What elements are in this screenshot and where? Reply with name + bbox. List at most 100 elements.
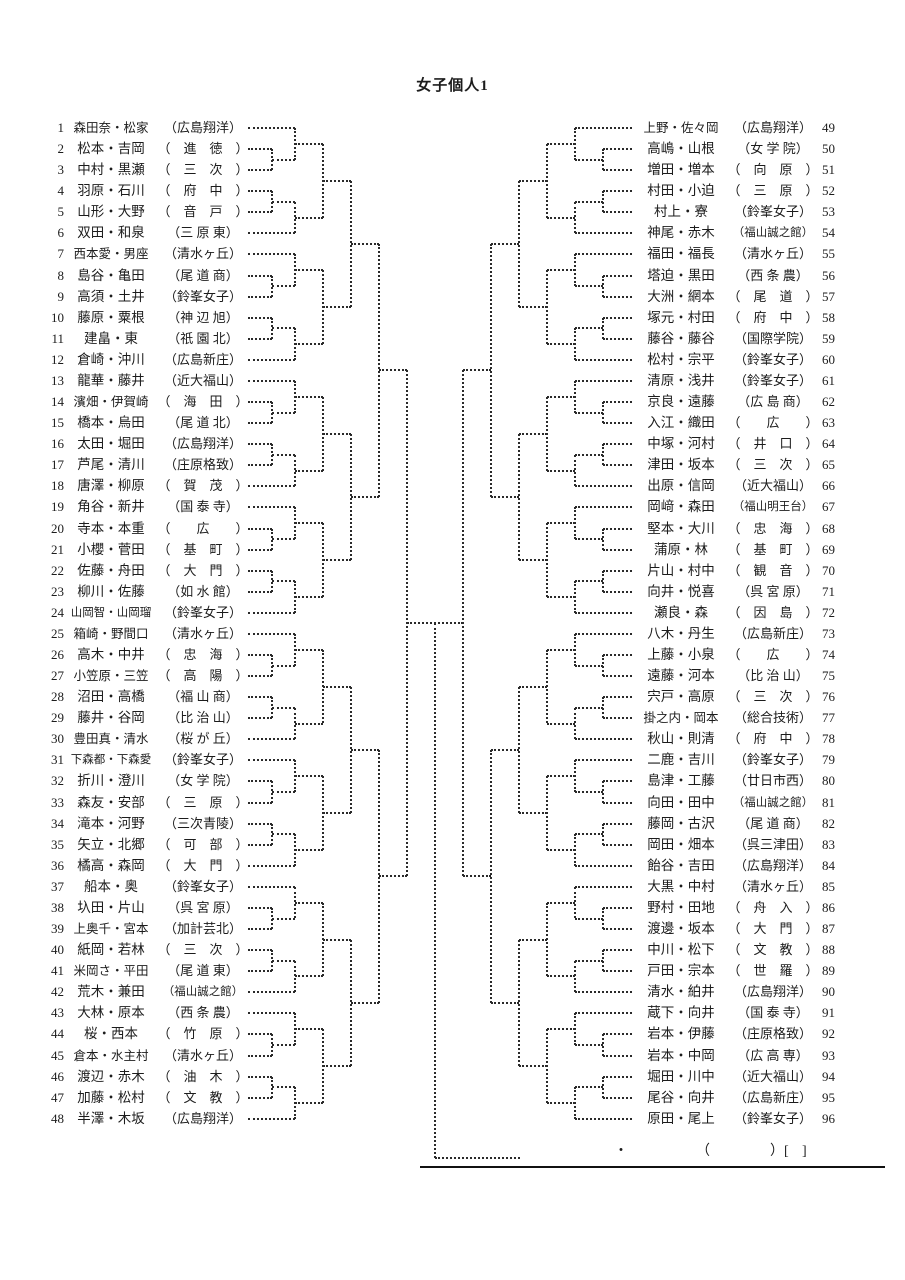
round1-winner-line [272, 1086, 295, 1089]
entry-school: （鈴峯女子） [733, 351, 812, 367]
entry-names: 神尾・赤木 [647, 225, 715, 241]
entry-names: 岡田・畑本 [647, 836, 715, 852]
round1-winner-line [575, 327, 603, 330]
entry-names: 原田・尾上 [647, 1110, 715, 1126]
entry-line [248, 970, 272, 973]
round1-winner-line [272, 706, 295, 709]
entry-number: 3 [57, 162, 65, 178]
entry-school: （桜 が 丘） [167, 731, 239, 747]
entry-school: （鈴峯女子） [733, 204, 812, 220]
entry-number: 24 [51, 604, 64, 620]
entry-number: 96 [822, 1110, 835, 1126]
round1-connector [602, 823, 604, 845]
round4-winner-line [491, 748, 519, 751]
entry-number: 80 [822, 773, 835, 789]
round2-winner-line [295, 775, 323, 778]
entry-number: 60 [822, 351, 835, 367]
entry-number: 29 [51, 710, 64, 726]
entry-school: （広島翔洋） [733, 984, 812, 1000]
entry-number: 93 [822, 1047, 835, 1063]
round1-winner-line [272, 411, 295, 414]
round3-connector [546, 523, 548, 598]
entry-names: 遠藤・河本 [647, 668, 715, 684]
round3-connector [546, 902, 548, 977]
round2-winner-line [547, 1028, 575, 1031]
entry-school: （国 泰 寺） [167, 499, 239, 515]
entry-school: （近大福山） [733, 478, 812, 494]
entry-line [248, 443, 272, 446]
entry-line [603, 801, 632, 804]
round2-winner-line [295, 722, 323, 725]
entry-school: （ 府 中 ） [727, 309, 819, 325]
round4-connector [518, 180, 520, 308]
entry-school: （広島新庄） [163, 351, 242, 367]
round1-winner-line [272, 791, 295, 794]
round1-winner-line [272, 580, 295, 583]
entry-school: （如 水 館） [167, 583, 239, 599]
entry-line [248, 949, 272, 952]
entry-school: （ 大 門 ） [157, 857, 249, 873]
entry-line [603, 675, 632, 678]
entry-line [575, 506, 632, 509]
round5-connector [490, 749, 492, 1003]
round3-winner-line [519, 685, 547, 688]
entry-number: 66 [822, 478, 835, 494]
entry-names: 下森都・下森愛 [70, 754, 152, 767]
entry-line [575, 632, 632, 635]
entry-school: （ 竹 原 ） [157, 1026, 249, 1042]
entry-number: 89 [822, 963, 835, 979]
entry-number: 63 [822, 415, 835, 431]
entry-names: 佐藤・舟田 [77, 562, 145, 578]
entry-number: 53 [822, 204, 835, 220]
entry-number: 92 [822, 1026, 835, 1042]
entry-school: （鈴峯女子） [733, 1110, 812, 1126]
round3-winner-line [323, 432, 351, 435]
entry-school: （ 高 陽 ） [157, 668, 249, 684]
entry-names: 大洲・網本 [647, 288, 715, 304]
entry-school: （比 治 山） [167, 710, 239, 726]
page-title: 女子個人1 [416, 78, 489, 94]
entry-names: 山形・大野 [77, 204, 145, 220]
entry-school: （神 辺 旭） [167, 309, 239, 325]
round2-winner-line [547, 522, 575, 525]
entry-school: （廿日市西） [733, 773, 812, 789]
entry-line [248, 358, 295, 361]
entry-school: （鈴峯女子） [733, 372, 812, 388]
entry-names: 上藤・小泉 [647, 647, 715, 662]
round5-connector [490, 243, 492, 497]
winner-open-paren: （ [696, 1144, 710, 1159]
entry-names: 堅本・大川 [647, 520, 715, 536]
round1-winner-line [272, 917, 295, 920]
entry-school: （広島翔洋） [733, 857, 812, 873]
round1-connector [602, 317, 604, 339]
round2-winner-line [295, 648, 323, 651]
round1-winner-line [575, 580, 603, 583]
entry-names: 村上・寮 [654, 204, 708, 220]
entry-school: （鈴峯女子） [733, 752, 812, 768]
entry-line [603, 464, 632, 467]
entry-names: 半澤・木坂 [77, 1110, 145, 1126]
entry-number: 57 [822, 288, 835, 304]
entry-names: 森田奈・松家 [73, 121, 149, 135]
entry-line [603, 401, 632, 404]
round2-winner-line [547, 648, 575, 651]
round1-connector [602, 697, 604, 719]
entry-names: 島津・工藤 [647, 773, 715, 789]
round2-winner-line [295, 343, 323, 346]
entry-names: 西本愛・男座 [73, 247, 149, 262]
entry-names: 角谷・新井 [77, 499, 145, 515]
entry-line [603, 295, 632, 298]
round1-winner-line [272, 538, 295, 541]
round2-winner-line [547, 901, 575, 904]
entry-names: 大黒・中村 [647, 878, 715, 894]
entry-school: （呉 宮 原） [737, 583, 809, 599]
round3-connector [546, 776, 548, 850]
round4-winner-line [351, 495, 379, 498]
round5-winner-line [463, 369, 491, 372]
round3-connector [546, 143, 548, 218]
entry-line [248, 506, 295, 509]
round2-connector [574, 507, 576, 540]
entry-number: 39 [51, 921, 64, 937]
entry-school: （ 三 原 ） [727, 183, 819, 199]
round2-winner-line [547, 395, 575, 398]
